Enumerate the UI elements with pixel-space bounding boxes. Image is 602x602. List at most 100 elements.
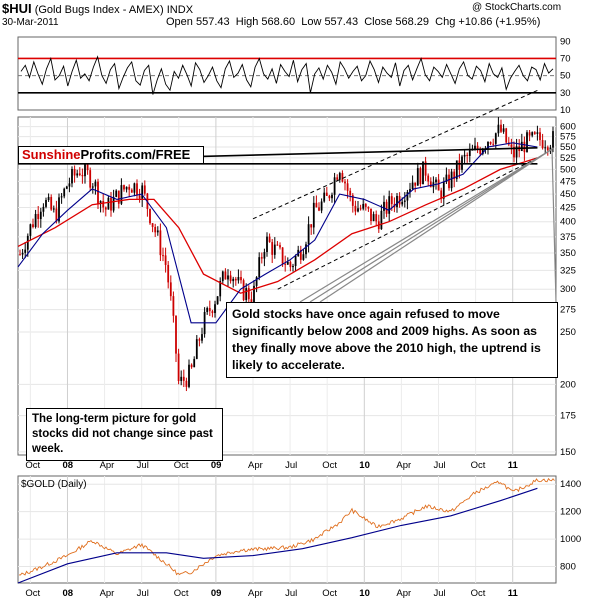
- gold-x-tick-label: Apr: [396, 588, 411, 599]
- rsi-tick-label: 70: [560, 53, 571, 64]
- hui-candle-body: [21, 252, 24, 255]
- hui-candle-body: [463, 154, 466, 157]
- rsi-tick-label: 90: [560, 36, 571, 47]
- hui-candle-body: [255, 277, 258, 286]
- hui-candle-body: [224, 271, 227, 280]
- hui-tick-label: 250: [560, 327, 576, 338]
- hui-candle-body: [58, 197, 60, 222]
- logo-red-text: Sunshine: [22, 147, 81, 162]
- hui-candle-body: [195, 339, 198, 359]
- gold-x-tick-label: Oct: [471, 588, 486, 599]
- hui-x-tick-label: Oct: [322, 460, 337, 471]
- hui-candle-body: [167, 264, 170, 283]
- gold-moving-average: [17, 487, 538, 584]
- hui-candle-body: [279, 245, 281, 248]
- hui-candle-body: [455, 160, 458, 180]
- chart-date: 30-Mar-2011: [2, 17, 59, 28]
- hui-candle-body: [263, 252, 266, 259]
- gold-x-tick-label: Oct: [174, 588, 189, 599]
- hui-candle-body: [112, 196, 115, 211]
- hui-candle-body: [271, 242, 274, 255]
- hui-candle-body: [302, 254, 305, 260]
- hui-candle-body: [107, 197, 110, 210]
- hui-x-tick-label: Oct: [471, 460, 486, 471]
- hui-candle-body: [502, 128, 505, 132]
- hui-x-tick-label: Oct: [25, 460, 40, 471]
- hui-candle-body: [333, 177, 336, 195]
- hui-x-tick-label: Jul: [285, 460, 297, 471]
- hui-candle-body: [240, 277, 242, 281]
- hui-candle-body: [55, 208, 58, 222]
- hui-candle-body: [323, 192, 326, 202]
- hui-candle-body: [245, 288, 248, 301]
- hui-candle-body: [136, 183, 138, 196]
- hui-candle-body: [312, 202, 315, 228]
- hui-candle-body: [81, 175, 84, 177]
- hui-candle-body: [419, 168, 422, 185]
- symbol: $HUI: [2, 1, 32, 16]
- hui-candle-body: [396, 195, 398, 208]
- gold-x-tick-label: Apr: [100, 588, 115, 599]
- hui-candle-body: [266, 236, 268, 253]
- hui-candle-body: [398, 195, 401, 205]
- hui-candle-body: [349, 190, 352, 196]
- hui-candle-body: [375, 214, 378, 222]
- hui-candle-body: [237, 277, 240, 281]
- hui-candle-body: [177, 353, 180, 381]
- hui-candle-body: [211, 311, 214, 314]
- hui-x-tick-label: Jul: [434, 460, 446, 471]
- gold-tick-label: 1200: [560, 507, 581, 518]
- hui-candle-body: [403, 200, 406, 202]
- hui-candle-body: [281, 247, 284, 264]
- gold-x-tick-label: Apr: [248, 588, 263, 599]
- hui-x-tick-label: Oct: [174, 460, 189, 471]
- hui-candle-body: [466, 154, 469, 156]
- hui-candle-body: [440, 190, 443, 199]
- hui-candle-body: [216, 296, 219, 305]
- hui-tick-label: 475: [560, 176, 576, 187]
- main-annotation: Gold stocks have once again refused to m…: [226, 302, 558, 378]
- hui-candle-body: [102, 200, 105, 208]
- hui-candle-body: [292, 265, 294, 268]
- hui-candle-body: [138, 195, 141, 199]
- hui-candle-body: [370, 208, 372, 222]
- hui-short-moving-average: [17, 142, 538, 324]
- gold-x-tick-label: 09: [211, 588, 222, 599]
- hui-candle-body: [110, 197, 112, 211]
- hui-candle-body: [388, 196, 391, 214]
- hui-candle-body: [336, 177, 339, 180]
- hui-candle-body: [193, 358, 196, 368]
- hui-candle-body: [468, 150, 471, 156]
- hui-candle-body: [546, 147, 549, 151]
- hui-tick-label: 425: [560, 202, 576, 213]
- hui-candle-body: [372, 214, 375, 222]
- hui-candle-body: [206, 307, 209, 312]
- hui-x-tick-label: 11: [508, 460, 519, 471]
- hui-x-tick-label: Apr: [100, 460, 115, 471]
- hui-candle-body: [172, 296, 175, 316]
- hui-candle-body: [510, 144, 513, 147]
- hui-candle-body: [26, 235, 29, 250]
- hui-candle-body: [390, 196, 393, 205]
- hui-candle-body: [479, 149, 482, 155]
- hui-candle-body: [505, 128, 508, 143]
- gold-x-tick-label: Jul: [137, 588, 149, 599]
- hui-candle-body: [34, 213, 37, 228]
- hui-candle-body: [523, 141, 526, 153]
- gold-x-tick-label: Jul: [434, 588, 446, 599]
- hui-candle-body: [445, 174, 448, 183]
- hui-candle-body: [268, 236, 271, 243]
- hui-candle-body: [401, 201, 404, 205]
- hui-candle-body: [416, 168, 419, 186]
- hui-candle-body: [188, 364, 190, 387]
- hui-candle-body: [260, 257, 263, 259]
- hui-candle-body: [515, 146, 518, 158]
- hui-candle-body: [78, 173, 81, 176]
- ohlc-readout: Open 557.43 High 568.60 Low 557.43 Close…: [166, 16, 540, 28]
- hui-candle-body: [258, 257, 261, 278]
- hui-candle-body: [448, 174, 450, 189]
- hui-candle-body: [305, 244, 307, 255]
- hui-candle-body: [234, 278, 237, 281]
- hui-candle-body: [86, 163, 89, 171]
- hui-x-tick-label: Apr: [248, 460, 263, 471]
